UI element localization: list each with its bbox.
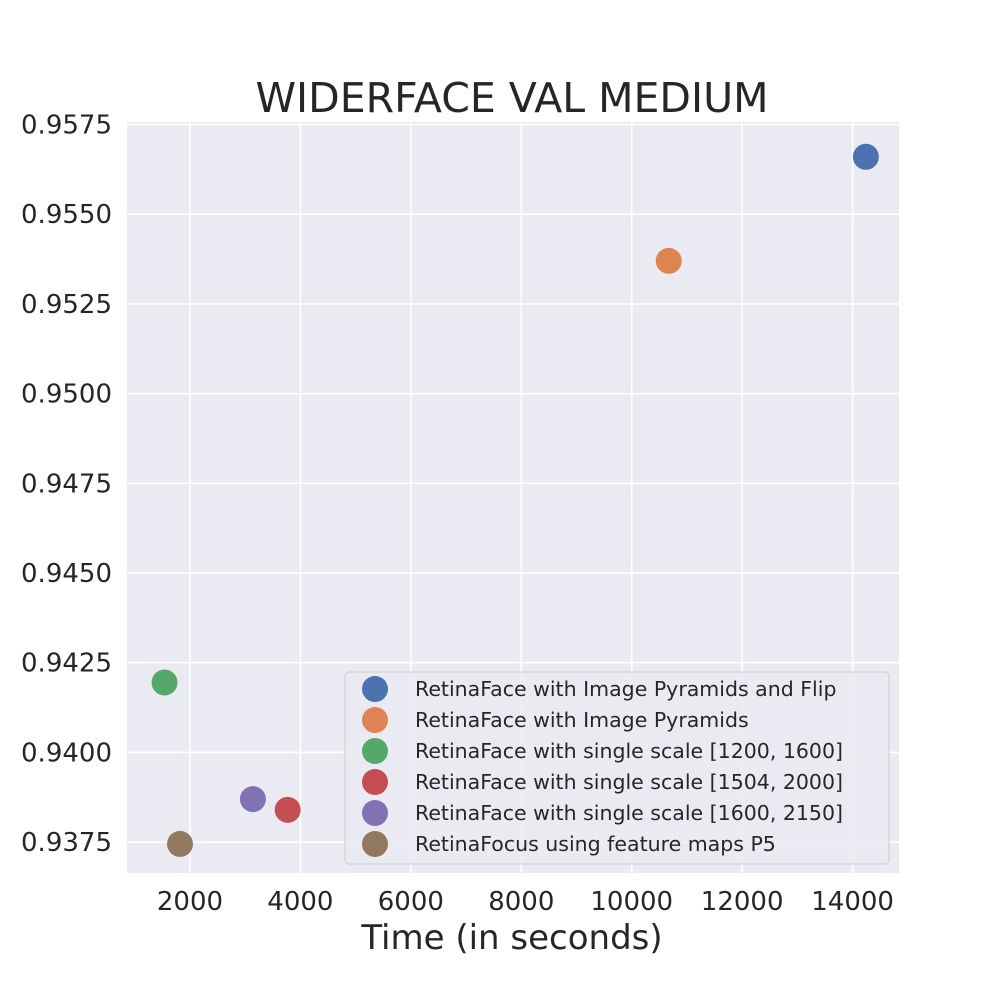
x-tick-label: 6000 [378, 887, 444, 917]
x-tick-label: 4000 [267, 887, 333, 917]
y-tick-label: 0.9550 [21, 200, 112, 230]
data-point [655, 247, 682, 274]
y-tick-label: 0.9450 [21, 559, 112, 589]
data-point [274, 796, 301, 823]
legend-marker [362, 800, 388, 826]
legend-box [344, 671, 890, 865]
legend-marker [362, 707, 388, 733]
data-point [167, 830, 194, 857]
y-tick-label: 0.9375 [21, 828, 112, 858]
y-tick-label: 0.9425 [21, 649, 112, 679]
x-axis-label: Time (in seconds) [360, 918, 662, 958]
y-tick-label: 0.9400 [21, 738, 112, 768]
y-tick-label: 0.9500 [21, 380, 112, 410]
legend-label: RetinaFace with single scale [1504, 2000… [415, 770, 843, 794]
legend-label: RetinaFace with single scale [1600, 2150… [415, 801, 843, 825]
chart-title: WIDERFACE VAL MEDIUM [256, 74, 769, 122]
y-tick-label: 0.9525 [21, 290, 112, 320]
data-point [239, 786, 266, 813]
legend-label: RetinaFace with Image Pyramids and Flip [415, 677, 836, 701]
data-point [151, 669, 178, 696]
legend-label: RetinaFace with Image Pyramids [415, 708, 749, 732]
x-tick-label: 8000 [488, 887, 554, 917]
legend-marker [362, 676, 388, 702]
x-tick-label: 2000 [157, 887, 223, 917]
y-tick-label: 0.9575 [21, 111, 112, 141]
legend-marker [362, 831, 388, 857]
x-tick-label: 12000 [701, 887, 784, 917]
data-point [852, 143, 879, 170]
legend-label: RetinaFocus using feature maps P5 [415, 832, 776, 856]
legend-marker [362, 738, 388, 764]
x-tick-label: 14000 [811, 887, 894, 917]
legend-marker [362, 769, 388, 795]
y-tick-label: 0.9475 [21, 469, 112, 499]
x-tick-label: 10000 [590, 887, 673, 917]
legend-label: RetinaFace with single scale [1200, 1600… [415, 739, 843, 763]
